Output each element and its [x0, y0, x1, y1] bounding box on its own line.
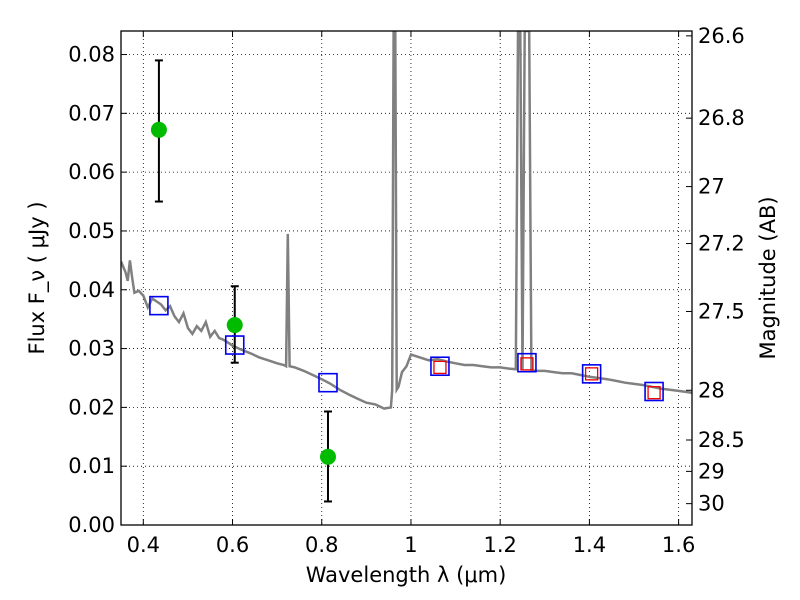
- x-tick-label: 1.4: [573, 533, 606, 557]
- y-tick-label: 0.04: [68, 278, 115, 302]
- model-point-red: [584, 367, 599, 381]
- error-bars: [154, 59, 332, 503]
- y-tick-label: 0.00: [68, 513, 115, 537]
- y2-tick-label: 28: [698, 378, 725, 402]
- observed-point: [319, 448, 336, 465]
- observed-point: [150, 121, 167, 138]
- plot-frame: [120, 30, 693, 526]
- plot-area: [121, 31, 692, 503]
- x-tick-label: 0.4: [127, 533, 160, 557]
- model-point-red: [647, 386, 661, 400]
- x-tick-label: 1.6: [662, 533, 695, 557]
- y2-tick-label: 27.5: [698, 299, 745, 323]
- x-tick-label: 0.6: [216, 533, 249, 557]
- grid: [121, 31, 692, 526]
- model-spectrum-line: [121, 31, 692, 410]
- y2-tick-label: 29: [698, 459, 725, 483]
- y-tick-label: 0.05: [68, 219, 115, 243]
- x-tick-label: 0.8: [305, 533, 338, 557]
- y-tick-label: 0.07: [68, 101, 115, 125]
- model-point-blue: [644, 381, 664, 402]
- y-axis-label: Flux F_ν ( μJy ): [25, 201, 50, 354]
- model-point-blue: [224, 335, 245, 355]
- model-photometry-points: [149, 295, 664, 402]
- x-tick-label: 1: [404, 533, 417, 557]
- model-point-blue: [318, 372, 338, 393]
- model-point-red: [520, 357, 534, 371]
- x-axis-label: Wavelength λ (μm): [306, 563, 507, 587]
- y-tick-label: 0.01: [68, 454, 115, 478]
- y2-tick-label: 26.8: [698, 106, 745, 130]
- y2-tick-label: 26.6: [698, 24, 745, 48]
- model-point-blue: [517, 352, 537, 373]
- model-point-blue: [149, 295, 169, 316]
- observed-points: [150, 121, 336, 465]
- y2-tick-label: 30: [698, 492, 725, 516]
- x-axis-ticks: 0.4 0.6 0.8 1 1.2 1.4 1.6: [127, 31, 695, 557]
- y2-axis-ticks: 26.6 26.8 27 27.2 27.5 28 28.5 29 30: [686, 24, 745, 516]
- y2-tick-label: 27: [698, 175, 725, 199]
- observed-point: [226, 317, 243, 334]
- model-point-red: [433, 360, 447, 375]
- y2-tick-label: 27.2: [698, 232, 745, 256]
- model-point-blue: [581, 364, 602, 384]
- y-axis-ticks: 0.00 0.01 0.02 0.03 0.04 0.05 0.06 0.07 0.08: [68, 43, 127, 537]
- y-tick-label: 0.08: [68, 43, 115, 67]
- model-point-blue: [430, 356, 450, 377]
- y2-axis-label: Magnitude (AB): [756, 196, 780, 359]
- x-tick-label: 1.2: [483, 533, 516, 557]
- y-tick-label: 0.02: [68, 395, 115, 419]
- y-tick-label: 0.03: [68, 337, 115, 361]
- y-tick-label: 0.06: [68, 160, 115, 184]
- y2-tick-label: 28.5: [698, 428, 745, 452]
